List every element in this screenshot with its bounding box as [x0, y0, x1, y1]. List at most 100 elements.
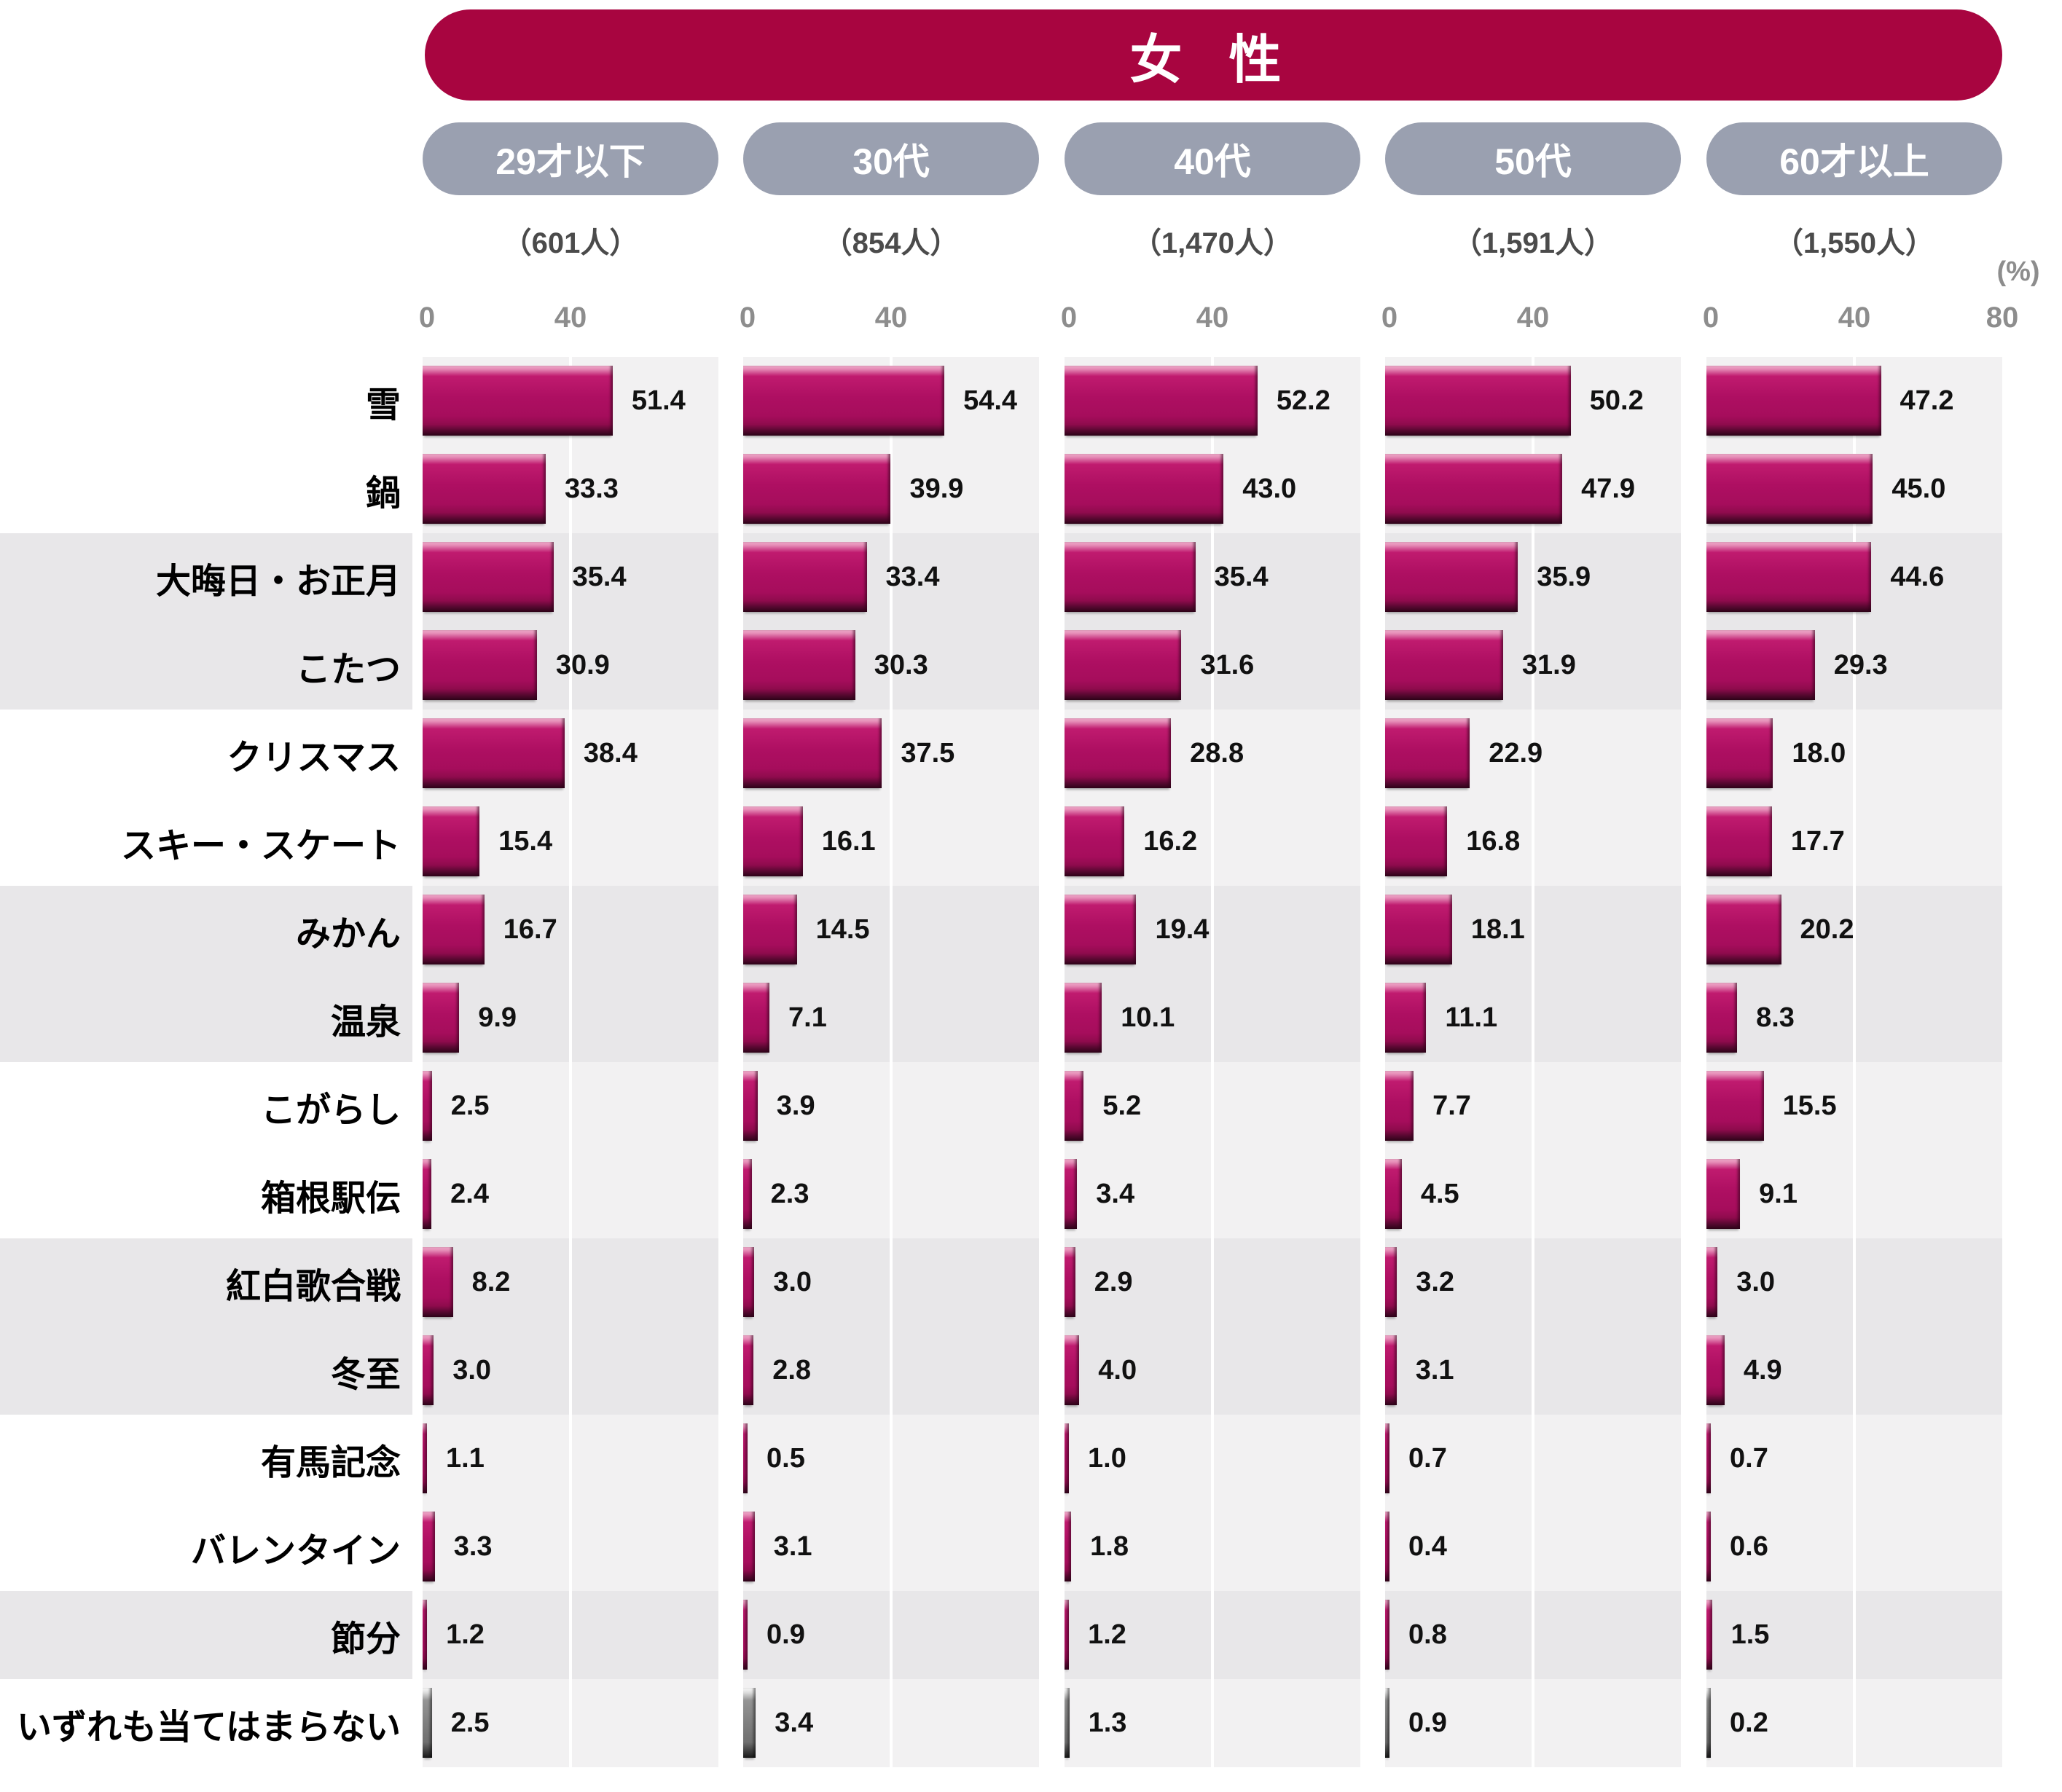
value-label: 3.0: [452, 1355, 492, 1386]
category-label: いずれも当てはまらない: [16, 1707, 401, 1747]
plot-panel: [1706, 1327, 2002, 1415]
bar: [1385, 983, 1427, 1053]
gridline-40: [1211, 886, 1214, 974]
plot-panel: [1706, 1679, 2002, 1767]
category-label: 節分: [0, 1591, 412, 1679]
age-group-label: 50代: [1494, 141, 1572, 182]
bar: [743, 1688, 756, 1758]
sample-count: （601人）: [502, 227, 639, 259]
value-label: 7.1: [788, 1002, 827, 1033]
plot-panel: [1065, 1415, 1360, 1503]
bar: [1065, 718, 1172, 788]
gridline-40: [1532, 533, 1534, 621]
value-label: 54.4: [963, 385, 1018, 416]
gridline-40: [1211, 798, 1214, 886]
gridline-40: [1853, 1238, 1856, 1327]
value-label: 20.2: [1800, 914, 1854, 945]
bar: [1385, 718, 1470, 788]
value-label: 19.4: [1155, 914, 1210, 945]
value-label: 0.7: [1730, 1443, 1768, 1474]
gridline-40: [1853, 886, 1856, 974]
bar: [1065, 1688, 1070, 1758]
plot-panel: [423, 1503, 718, 1591]
bar: [1385, 806, 1448, 876]
plot-panel: [423, 1679, 718, 1767]
gridline-40: [1532, 621, 1534, 710]
bar: [423, 1159, 432, 1229]
gridline-40: [1211, 1150, 1214, 1238]
gridline-40: [569, 1415, 572, 1503]
plot-panel: [423, 1415, 718, 1503]
tick-40: 40: [874, 302, 908, 334]
value-label: 47.9: [1581, 473, 1636, 504]
plot-panel: [423, 1591, 718, 1679]
bar: [1065, 983, 1102, 1053]
plot-panel: [1385, 1062, 1681, 1150]
gridline-40: [1532, 1415, 1534, 1503]
value-label: 0.2: [1730, 1707, 1768, 1738]
bar: [743, 1335, 754, 1405]
value-label: 0.4: [1408, 1531, 1447, 1562]
bar: [743, 1423, 748, 1493]
bar: [1706, 542, 1872, 612]
gridline-40: [890, 1062, 893, 1150]
bar: [743, 454, 891, 524]
value-label: 30.3: [874, 650, 928, 680]
bar: [423, 718, 565, 788]
bar: [1706, 1423, 1711, 1493]
gridline-40: [1853, 710, 1856, 798]
value-label: 9.1: [1759, 1179, 1798, 1209]
bar: [1385, 542, 1518, 612]
gridline-40: [1532, 1327, 1534, 1415]
gridline-40: [890, 1503, 893, 1591]
value-label: 4.9: [1743, 1355, 1782, 1386]
tick-40: 40: [1516, 302, 1550, 334]
bar: [743, 895, 797, 964]
value-label: 33.4: [885, 562, 940, 592]
bar: [1065, 1512, 1072, 1581]
bar: [1065, 454, 1224, 524]
bar: [1706, 454, 1873, 524]
plot-panel: [1706, 974, 2002, 1062]
value-label: 45.0: [1892, 473, 1946, 504]
plot-panel: [1706, 1150, 2002, 1238]
bar: [423, 542, 554, 612]
value-label: 35.9: [1537, 562, 1591, 592]
value-label: 33.3: [564, 473, 619, 504]
value-label: 0.9: [1408, 1707, 1447, 1738]
value-label: 30.9: [555, 650, 610, 680]
gridline-40: [890, 533, 893, 621]
plot-panel: [1706, 1238, 2002, 1327]
value-label: 15.4: [498, 826, 553, 857]
bar: [1385, 1423, 1389, 1493]
plot-panel: [743, 1238, 1039, 1327]
gridline-40: [1532, 974, 1534, 1062]
value-label: 51.4: [631, 385, 686, 416]
gridline-40: [569, 886, 572, 974]
plot-panel: [1065, 1503, 1360, 1591]
value-label: 18.0: [1792, 738, 1846, 769]
gridline-40: [1532, 710, 1534, 798]
gridline-40: [1211, 621, 1214, 710]
gridline-40: [569, 621, 572, 710]
sample-count: （1,550人）: [1773, 227, 1935, 259]
value-label: 37.5: [901, 738, 955, 769]
value-label: 1.2: [1088, 1619, 1126, 1650]
value-label: 1.2: [446, 1619, 485, 1650]
tick-0: 0: [739, 302, 756, 334]
gridline-40: [890, 621, 893, 710]
value-label: 5.2: [1102, 1090, 1142, 1121]
value-label: 9.9: [478, 1002, 517, 1033]
plot-panel: [1065, 1679, 1360, 1767]
bar: [423, 806, 480, 876]
plot-panel: [1385, 1679, 1681, 1767]
value-label: 3.1: [773, 1531, 812, 1562]
value-label: 29.3: [1833, 650, 1888, 680]
gridline-40: [1211, 710, 1214, 798]
plot-panel: [1385, 1591, 1681, 1679]
gridline-40: [569, 974, 572, 1062]
value-label: 11.1: [1445, 1002, 1498, 1033]
bar: [423, 1335, 434, 1405]
gridline-40: [569, 1062, 572, 1150]
gridline-40: [890, 1679, 893, 1767]
